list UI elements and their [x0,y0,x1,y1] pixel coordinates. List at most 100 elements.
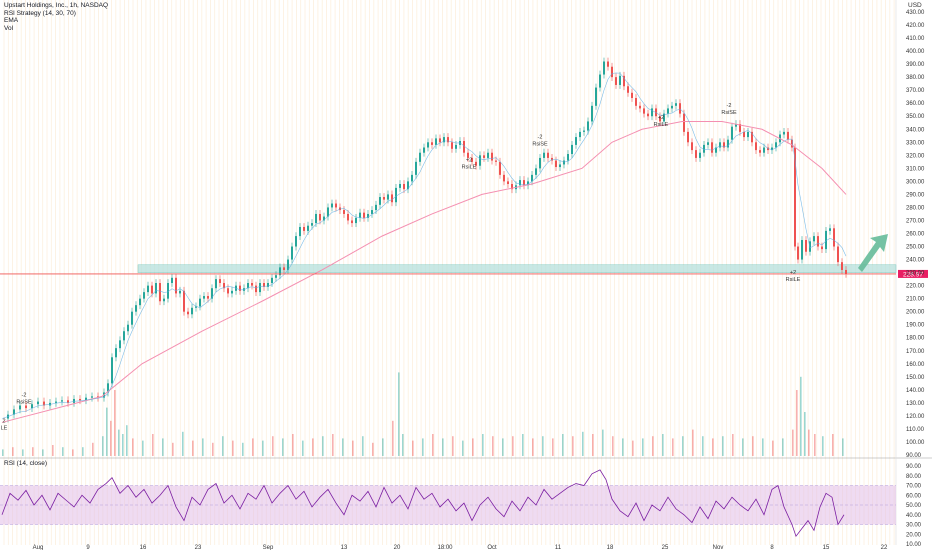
support-zone [137,264,897,273]
signal-label: RsiSE [16,399,32,405]
volume-bar [362,436,364,456]
volume-bar [672,438,674,456]
volume-bar [432,434,434,456]
price-tick-label: 240.00 [906,258,925,264]
price-tick-label: 230.00 [906,271,925,277]
up-arrow-icon [858,234,888,272]
volume-bar [242,442,244,456]
rsi-tick-label: 50.00 [906,503,922,509]
volume-bar [796,390,798,456]
currency-label: USD [908,2,922,9]
price-tick-label: 370.00 [906,88,925,94]
volume-bar [212,442,214,456]
price-tick-label: 430.00 [906,10,925,16]
volume-bar [110,420,112,456]
volume-bar [62,447,64,456]
x-tick-label: 9 [86,545,90,550]
volume-bar [182,431,184,456]
volume-bar [52,445,54,456]
price-tick-label: 260.00 [906,232,925,238]
x-tick-label: 13 [341,545,348,550]
volume-bar [712,438,714,456]
volume-bar [82,447,84,456]
volume-bar [92,442,94,456]
volume-bar [392,420,394,456]
volume-bar [702,436,704,456]
signal-qty: +2 [790,270,796,276]
rsi-tick-label: 80.00 [906,474,922,480]
rsi-tick-label: 60.00 [906,493,922,499]
price-tick-label: 150.00 [906,375,925,381]
price-tick-label: 420.00 [906,23,925,29]
x-tick-label: Aug [33,545,44,550]
volume-bar [114,390,116,456]
volume-bar [398,372,400,456]
price-tick-label: 190.00 [906,323,925,329]
volume-bar [162,438,164,456]
volume-bar [800,376,802,456]
volume-bar [502,438,504,456]
x-tick-label: 18:00 [437,545,453,550]
volume-bar [682,436,684,456]
volume-bar [814,434,816,456]
volume-bar [102,436,104,456]
signal-qty: -2 [538,134,543,140]
x-tick-label: 23 [195,545,202,550]
volume-bar [772,440,774,456]
volume-bar [452,436,454,456]
volume-bar [482,434,484,456]
volume-bar [782,438,784,456]
x-tick-label: 15 [823,545,830,550]
signal-label: RsiLE [654,122,669,128]
volume-bar [332,434,334,456]
volume-bar [192,440,194,456]
volume-bar [322,436,324,456]
signal-qty: -2 [727,103,732,109]
price-tick-label: 350.00 [906,114,925,120]
signal-qty: -2 [22,392,27,398]
volume-bar [442,438,444,456]
volume-bar [562,434,564,456]
x-tick-label: 22 [881,545,888,550]
volume-bar [692,429,694,456]
price-tick-label: 400.00 [906,49,925,55]
price-tick-label: 320.00 [906,153,925,159]
volume-bar [842,438,844,456]
ema-line [1,120,847,423]
volume-bar [612,436,614,456]
signal-label: RsiLE [786,277,801,283]
volume-bar [652,436,654,456]
volume-bar [552,438,554,456]
volume-bar [22,449,24,456]
volume-bar [342,438,344,456]
x-tick-label: 11 [555,545,562,550]
volume-bar [542,436,544,456]
volume-bar [126,425,128,456]
volume-bar [662,434,664,456]
volume-bar [132,438,134,456]
x-tick-label: 8 [770,545,774,550]
x-tick-label: Nov [713,545,724,550]
price-tag: 228.97 [903,271,923,278]
volume-bar [752,436,754,456]
price-tick-label: 270.00 [906,218,925,224]
volume-bar [572,436,574,456]
volume-bar [402,434,404,456]
volume-bar [142,440,144,456]
rsi-line [1,469,845,538]
volume-bar [592,434,594,456]
x-tick-label: 16 [140,545,147,550]
volume-bar [172,442,174,456]
volume-bar [262,440,264,456]
volume-bar [272,436,274,456]
volume-bar [32,447,34,456]
price-tick-label: 90.00 [906,453,922,459]
volume-bar [312,438,314,456]
volume-bar [732,434,734,456]
volume-bar [282,438,284,456]
volume-bar [232,440,234,456]
volume-bar [642,438,644,456]
volume-bar [422,438,424,456]
chart-legend: Upstart Holdings, Inc., 1h, NASDAQ RSI S… [4,2,108,32]
